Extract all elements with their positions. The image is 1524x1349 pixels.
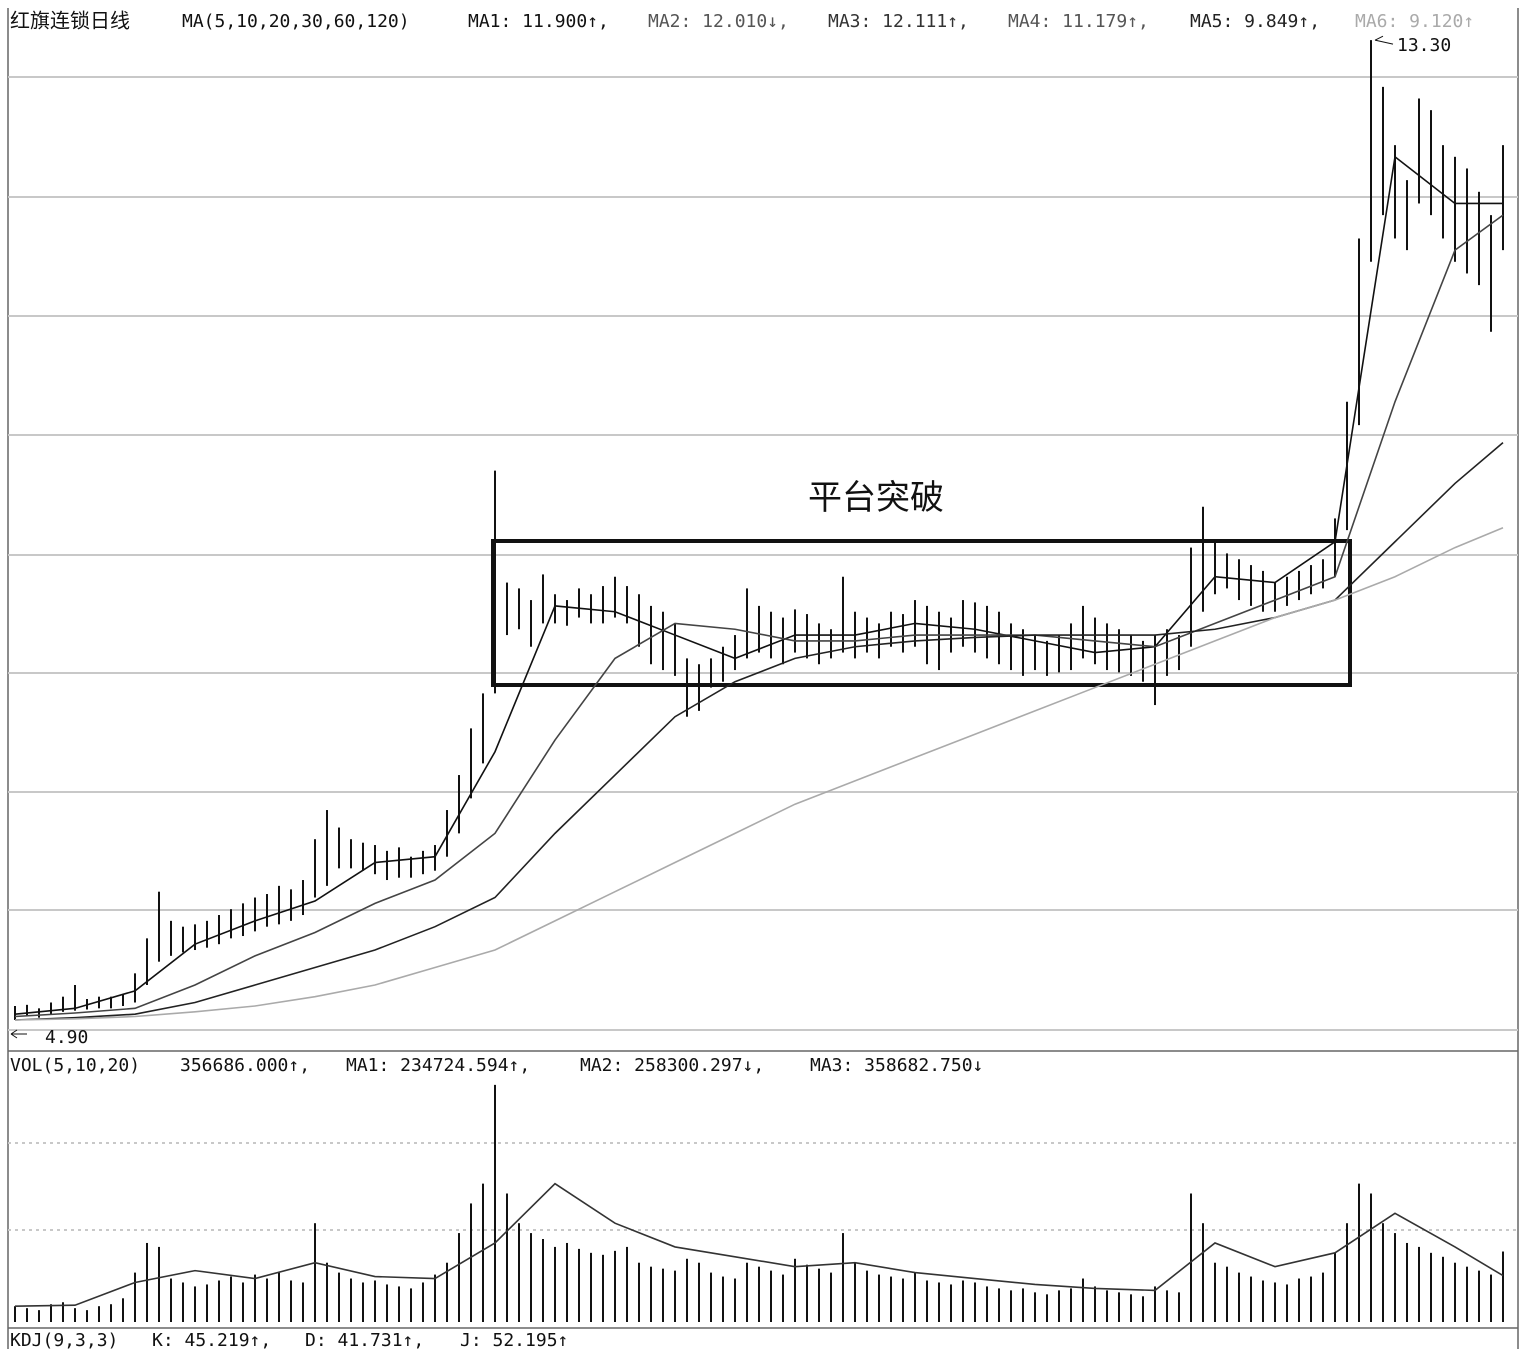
min-arrow [10,1029,27,1039]
max-arrow [1374,35,1394,45]
indicator-label: MA(5,10,20,30,60,120) [182,11,410,32]
legend-item: MA1: 11.900↑, [468,11,609,32]
volume-title: VOL(5,10,20) [10,1055,140,1076]
legend-item: MA2: 12.010↓, [648,11,789,32]
platform-box [491,539,1352,687]
ma-line [14,441,1504,1021]
ma-line [14,527,1504,1021]
volume-legend-item: MA2: 258300.297↓, [580,1055,764,1076]
legend-item: MA4: 11.179↑, [1008,11,1149,32]
volume-legend-item: MA1: 234724.594↑, [346,1055,530,1076]
kdj-label: KDJ(9,3,3) [10,1330,118,1349]
ma-line [14,155,1503,1015]
chart-title: 红旗连锁日线 [10,9,130,33]
legend-item: MA6: 9.120↑ [1355,11,1474,32]
min-label: 4.90 [45,1027,88,1048]
ma-line [14,214,1504,1018]
volume-legend-item: MA3: 358682.750↓ [810,1055,983,1076]
grid [8,76,1518,1231]
kdj-label: K: 45.219↑, [152,1330,271,1349]
kdj-label: D: 41.731↑, [305,1330,424,1349]
kdj-label: J: 52.195↑ [460,1330,568,1349]
volume-legend-item: 356686.000↑, [180,1055,310,1076]
volume-ma-line [14,1182,1504,1307]
max-label: 13.30 [1397,35,1451,56]
legend-item: MA5: 9.849↑, [1190,11,1320,32]
annotation: 平台突破 [808,478,944,518]
legend-item: MA3: 12.111↑, [828,11,969,32]
